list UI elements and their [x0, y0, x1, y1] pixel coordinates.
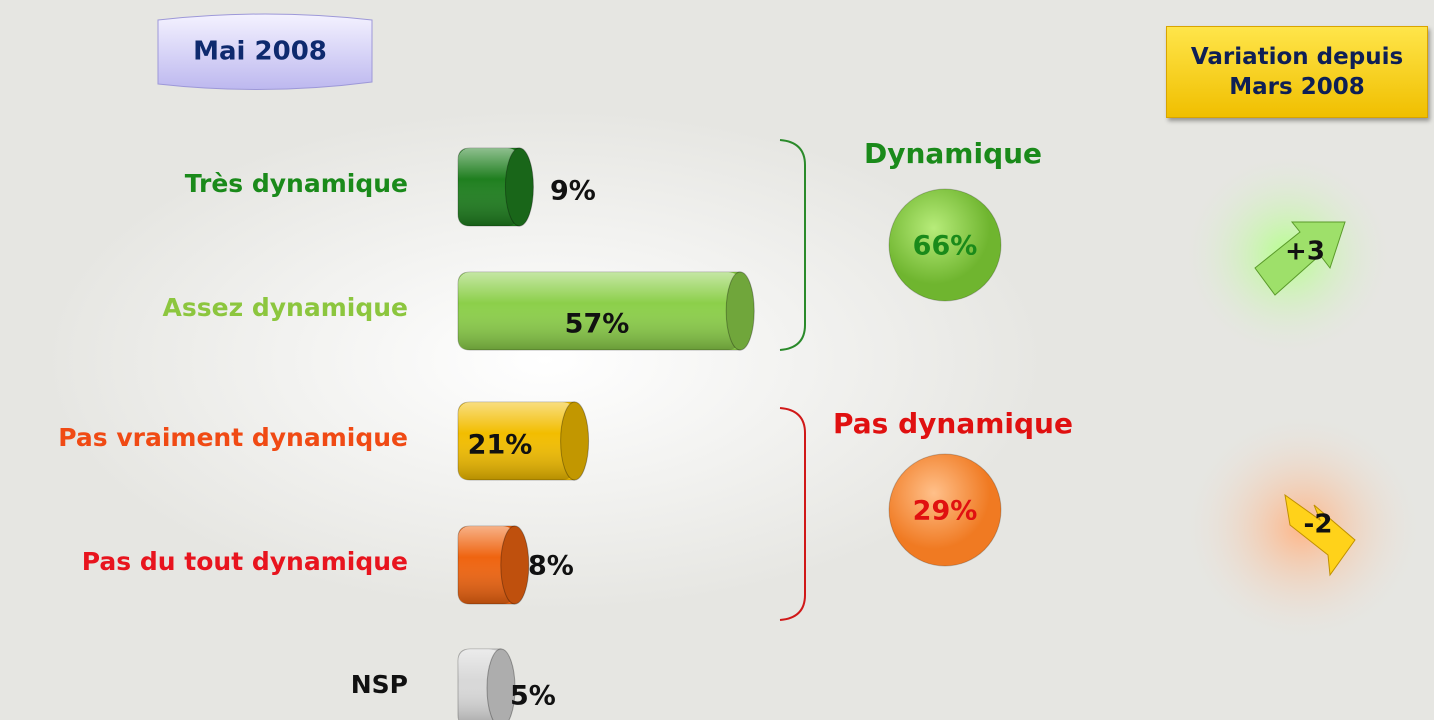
category-label: Pas du tout dynamique	[82, 547, 408, 576]
bar-shine	[458, 272, 741, 350]
bar-shine	[458, 148, 520, 226]
group-value: 29%	[913, 496, 978, 527]
bar-shine	[458, 526, 515, 604]
category-label: Assez dynamique	[163, 293, 408, 322]
category-label: Très dynamique	[185, 169, 408, 198]
bar-cap	[725, 271, 755, 351]
bar-shine	[458, 402, 575, 480]
change-title: Variation depuis Mars 2008	[1166, 26, 1428, 118]
category-label: Pas vraiment dynamique	[58, 423, 408, 452]
value-label: 9%	[550, 176, 596, 207]
bracket	[779, 407, 806, 621]
value-label: 5%	[510, 681, 556, 712]
bar-cap	[500, 525, 530, 605]
bar-cap	[486, 648, 516, 720]
tab-shape	[157, 13, 373, 91]
bar-cap	[560, 401, 590, 481]
bracket	[779, 139, 806, 351]
value-label: 57%	[565, 309, 630, 340]
arrow-up	[1254, 221, 1346, 296]
change-label: +3	[1285, 237, 1325, 267]
bar-cap	[504, 147, 534, 227]
title: Mai 2008	[193, 37, 327, 67]
value-label: 8%	[528, 551, 574, 582]
group-circle	[888, 188, 1002, 302]
group-value: 66%	[913, 231, 978, 262]
group-name: Pas dynamique	[833, 407, 1073, 440]
value-label: 21%	[468, 430, 533, 461]
category-label: NSP	[351, 670, 408, 699]
group-name: Dynamique	[864, 137, 1042, 170]
change-label: -2	[1304, 510, 1333, 540]
arrow-down	[1284, 493, 1356, 577]
group-circle	[888, 453, 1002, 567]
